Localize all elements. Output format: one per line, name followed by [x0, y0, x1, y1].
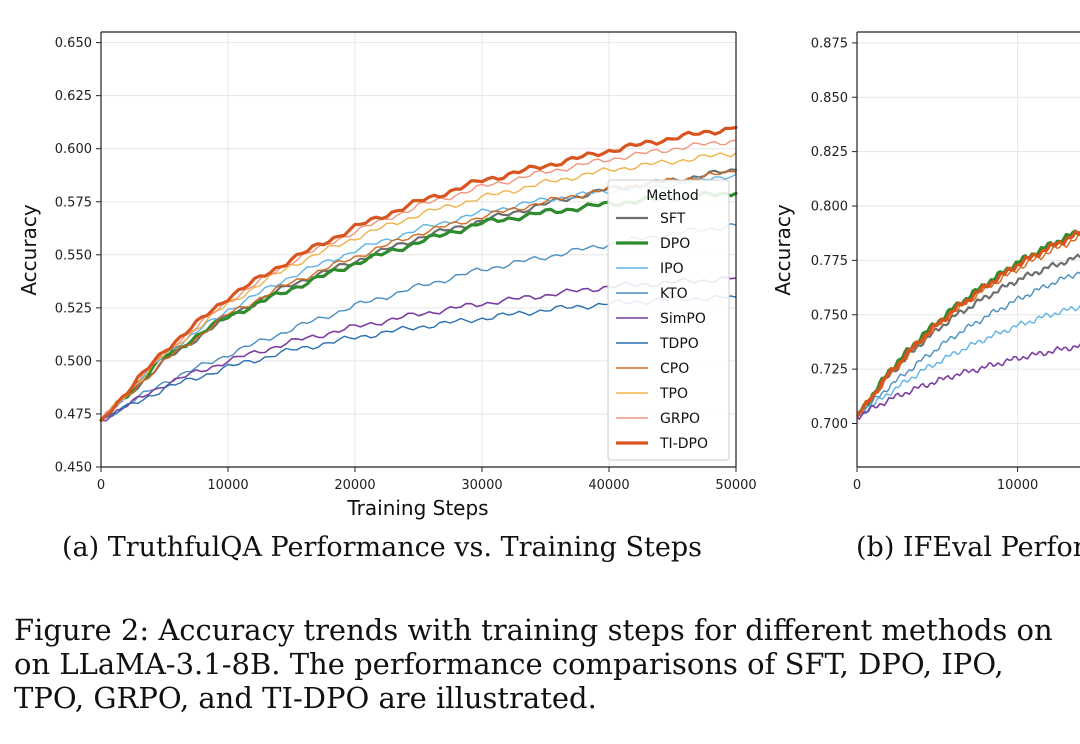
- legend-label-ti-dpo: TI-DPO: [659, 436, 708, 452]
- y-tick-label: 0.575: [55, 195, 92, 210]
- legend-label-tdpo: TDPO: [659, 336, 699, 352]
- figure-caption: Figure 2: Accuracy trends with training …: [14, 613, 1080, 715]
- y-tick-label: 0.525: [55, 301, 92, 316]
- x-tick-label: 0: [853, 478, 861, 493]
- x-tick-label: 40000: [588, 478, 629, 493]
- y-tick-label: 0.875: [811, 36, 848, 51]
- x-tick-label: 10000: [997, 478, 1038, 493]
- subcaption-b: (b) IFEval Perfor: [856, 532, 1080, 563]
- y-axis-title: Accuracy: [17, 204, 41, 295]
- y-tick-label: 0.800: [811, 200, 848, 215]
- x-tick-label: 30000: [461, 478, 502, 493]
- y-tick-label: 0.600: [55, 142, 92, 157]
- figure-panels: 0.450 0.475 0.500 0.525 0.550 0.575 0.600 0.625…: [17, 31, 1080, 520]
- y-tick-label: 0.500: [55, 354, 92, 369]
- legend-label-ipo: IPO: [660, 261, 684, 277]
- series-line-tpo: [100, 152, 737, 421]
- legend: Method SFT DPO IPO KTO SimPO TDPO CPO TPO GRPO TI-…: [607, 179, 730, 461]
- y-tick-label: 0.475: [55, 407, 92, 422]
- x-tick-label: 20000: [334, 478, 375, 493]
- y-tick-label: 0.725: [811, 363, 848, 378]
- series-line-simpo: [857, 343, 1080, 421]
- legend-box: [607, 179, 730, 461]
- chart-panel-a: 0.450 0.475 0.500 0.525 0.550 0.575 0.600 0.625…: [17, 31, 757, 520]
- panel-b-series-group: [857, 229, 1080, 421]
- legend-title: Method: [646, 188, 699, 204]
- series-line-kto: [857, 271, 1080, 418]
- legend-label-kto: KTO: [660, 286, 688, 302]
- legend-label-cpo: CPO: [660, 361, 689, 377]
- chart-panel-b: 0.700 0.725 0.750 0.775 0.800 0.825 0.850 0.875…: [771, 31, 1080, 493]
- y-tick-label: 0.825: [811, 145, 848, 160]
- y-tick-label: 0.650: [55, 36, 92, 51]
- legend-label-simpo: SimPO: [660, 311, 706, 327]
- legend-label-tpo: TPO: [659, 386, 688, 402]
- y-tick-label: 0.550: [55, 248, 92, 263]
- y-tick-label: 0.450: [55, 461, 92, 476]
- y-tick-label: 0.700: [811, 417, 848, 432]
- series-line-sft: [857, 253, 1080, 419]
- caption-line-1: Figure 2: Accuracy trends with training …: [14, 613, 1053, 647]
- subcaption-a: (a) TruthfulQA Performance vs. Training …: [62, 532, 702, 563]
- series-line-ti-dpo: [99, 125, 738, 422]
- x-tick-label: 0: [97, 478, 105, 493]
- x-tick-label: 10000: [207, 478, 248, 493]
- series-line-ipo: [857, 305, 1080, 418]
- x-tick-label: 50000: [715, 478, 756, 493]
- y-axis-title: Accuracy: [771, 204, 795, 295]
- legend-label-grpo: GRPO: [660, 411, 700, 427]
- x-axis-title: Training Steps: [346, 496, 488, 520]
- caption-line-2: on LLaMA-3.1-8B. The performance compari…: [14, 647, 1004, 681]
- y-tick-label: 0.775: [811, 254, 848, 269]
- caption-line-3: TPO, GRPO, and TI-DPO are illustrated.: [14, 681, 597, 715]
- y-tick-label: 0.750: [811, 308, 848, 323]
- legend-label-dpo: DPO: [660, 236, 690, 252]
- legend-label-sft: SFT: [660, 211, 686, 227]
- y-tick-label: 0.850: [811, 91, 848, 106]
- y-tick-label: 0.625: [55, 89, 92, 104]
- series-line-ti-dpo: [857, 230, 1080, 419]
